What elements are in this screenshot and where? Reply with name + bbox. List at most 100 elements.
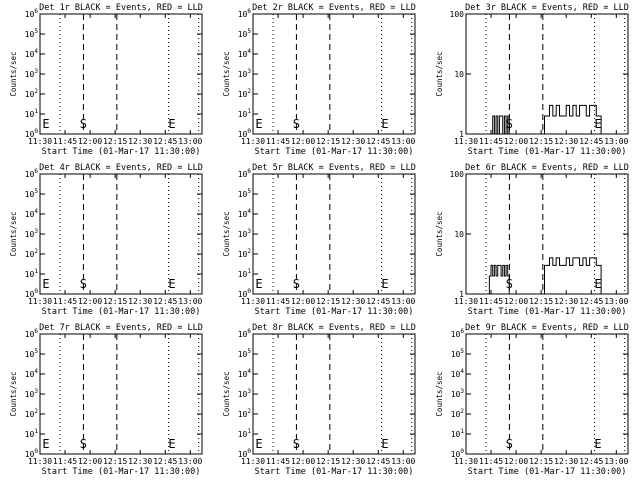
plot-frame xyxy=(465,333,629,455)
x-tick-label: 11:45 xyxy=(479,297,503,306)
y-tick-label: 103 xyxy=(451,388,465,399)
x-tick-label: 13:00 xyxy=(604,457,628,466)
marker-label-e: E xyxy=(381,117,388,131)
marker-label-e: E xyxy=(42,437,49,451)
x-tick-label: 12:15 xyxy=(316,297,340,306)
x-tick-label: 12:00 xyxy=(291,457,315,466)
marker-label-s: S xyxy=(293,437,300,451)
y-tick-label: 104 xyxy=(238,368,252,379)
y-tick-label: 104 xyxy=(25,48,39,59)
x-tick-label: 12:15 xyxy=(529,457,553,466)
x-tick-label: 13:00 xyxy=(178,457,202,466)
y-tick-label: 100 xyxy=(238,128,252,139)
x-tick-label: 12:00 xyxy=(78,457,102,466)
marker-label-e: E xyxy=(168,437,175,451)
x-axis-label: Start Time (01-Mar-17 11:30:00) xyxy=(468,147,627,157)
marker-label-e: E xyxy=(381,277,388,291)
y-axis-label: Counts/sec xyxy=(222,211,231,256)
x-tick-label: 13:00 xyxy=(178,297,202,306)
y-tick-label: 101 xyxy=(25,108,39,119)
y-tick-label: 106 xyxy=(25,8,39,19)
x-tick-label: 12:30 xyxy=(128,457,152,466)
x-tick-label: 11:30 xyxy=(454,457,478,466)
x-tick-label: 12:30 xyxy=(341,457,365,466)
marker-label-e: E xyxy=(594,437,601,451)
x-tick-label: 13:00 xyxy=(178,137,202,146)
y-tick-label: 100 xyxy=(25,288,39,299)
y-tick-label: 100 xyxy=(25,448,39,459)
x-tick-label: 11:45 xyxy=(266,297,290,306)
chart-panel-6: Det 6r BLACK = Events, RED = LLD 11:30 11:… xyxy=(435,163,629,317)
events-series-line xyxy=(543,104,602,134)
x-tick-label: 12:00 xyxy=(78,137,102,146)
chart-panel-4: Det 4r BLACK = Events, RED = LLD 11:30 11:… xyxy=(9,163,203,317)
y-tick-label: 10 xyxy=(454,230,464,239)
x-tick-label: 12:00 xyxy=(291,297,315,306)
x-tick-label: 11:45 xyxy=(53,457,77,466)
x-axis-label: Start Time (01-Mar-17 11:30:00) xyxy=(42,147,201,157)
y-tick-label: 106 xyxy=(25,168,39,179)
y-tick-label: 101 xyxy=(238,108,252,119)
y-tick-label: 102 xyxy=(25,408,39,419)
x-tick-label: 13:00 xyxy=(604,297,628,306)
y-tick-label: 101 xyxy=(238,268,252,279)
x-tick-label: 12:30 xyxy=(341,137,365,146)
x-tick-label: 12:45 xyxy=(579,137,603,146)
chart-title: Det 6r BLACK = Events, RED = LLD xyxy=(465,163,629,173)
marker-label-e: E xyxy=(255,277,262,291)
x-tick-label: 12:30 xyxy=(128,297,152,306)
x-tick-label: 11:45 xyxy=(266,457,290,466)
y-axis-label: Counts/sec xyxy=(222,371,231,416)
y-tick-label: 103 xyxy=(238,228,252,239)
x-tick-label: 12:15 xyxy=(103,137,127,146)
y-tick-label: 105 xyxy=(25,28,39,39)
chart-panel-7: Det 7r BLACK = Events, RED = LLD 11:30 11:… xyxy=(9,323,203,477)
marker-label-e: E xyxy=(381,437,388,451)
chart-panel-3: Det 3r BLACK = Events, RED = LLD 11:30 11:… xyxy=(435,3,629,157)
x-tick-label: 11:30 xyxy=(454,137,478,146)
y-tick-label: 102 xyxy=(238,408,252,419)
y-tick-label: 101 xyxy=(238,428,252,439)
x-tick-label: 12:15 xyxy=(316,137,340,146)
x-tick-label: 12:30 xyxy=(128,137,152,146)
y-tick-label: 101 xyxy=(25,428,39,439)
y-tick-label: 103 xyxy=(25,228,39,239)
y-tick-label: 102 xyxy=(25,88,39,99)
x-tick-label: 11:45 xyxy=(53,137,77,146)
y-tick-label: 1 xyxy=(459,130,464,139)
y-tick-label: 103 xyxy=(238,68,252,79)
x-tick-label: 12:00 xyxy=(504,297,528,306)
y-axis-label: Counts/sec xyxy=(435,371,444,416)
marker-label-e: E xyxy=(168,277,175,291)
y-tick-label: 101 xyxy=(451,428,465,439)
chart-title: Det 3r BLACK = Events, RED = LLD xyxy=(465,3,629,13)
events-series-line xyxy=(488,264,510,294)
marker-label-e: E xyxy=(594,117,601,131)
y-tick-label: 106 xyxy=(25,328,39,339)
marker-label-s: S xyxy=(506,437,513,451)
y-tick-label: 105 xyxy=(451,348,465,359)
x-axis-label: Start Time (01-Mar-17 11:30:00) xyxy=(42,467,201,477)
marker-label-s: S xyxy=(293,117,300,131)
plot-frame xyxy=(252,333,416,455)
y-tick-label: 100 xyxy=(238,448,252,459)
x-tick-label: 12:30 xyxy=(554,457,578,466)
y-tick-label: 106 xyxy=(238,328,252,339)
y-tick-label: 106 xyxy=(451,328,465,339)
x-axis-label: Start Time (01-Mar-17 11:30:00) xyxy=(255,147,414,157)
marker-label-e: E xyxy=(42,117,49,131)
x-tick-label: 11:45 xyxy=(479,137,503,146)
x-tick-label: 11:45 xyxy=(53,297,77,306)
y-axis-label: Counts/sec xyxy=(9,51,18,96)
x-tick-label: 12:30 xyxy=(341,297,365,306)
y-tick-label: 100 xyxy=(450,170,465,179)
y-axis-label: Counts/sec xyxy=(9,371,18,416)
x-tick-label: 13:00 xyxy=(391,297,415,306)
y-tick-label: 106 xyxy=(238,8,252,19)
plot-frame xyxy=(39,333,203,455)
y-tick-label: 100 xyxy=(450,10,465,19)
chart-panel-1: Det 1r BLACK = Events, RED = LLD 11:30 11:… xyxy=(9,3,203,157)
y-tick-label: 106 xyxy=(238,168,252,179)
x-tick-label: 12:45 xyxy=(579,297,603,306)
